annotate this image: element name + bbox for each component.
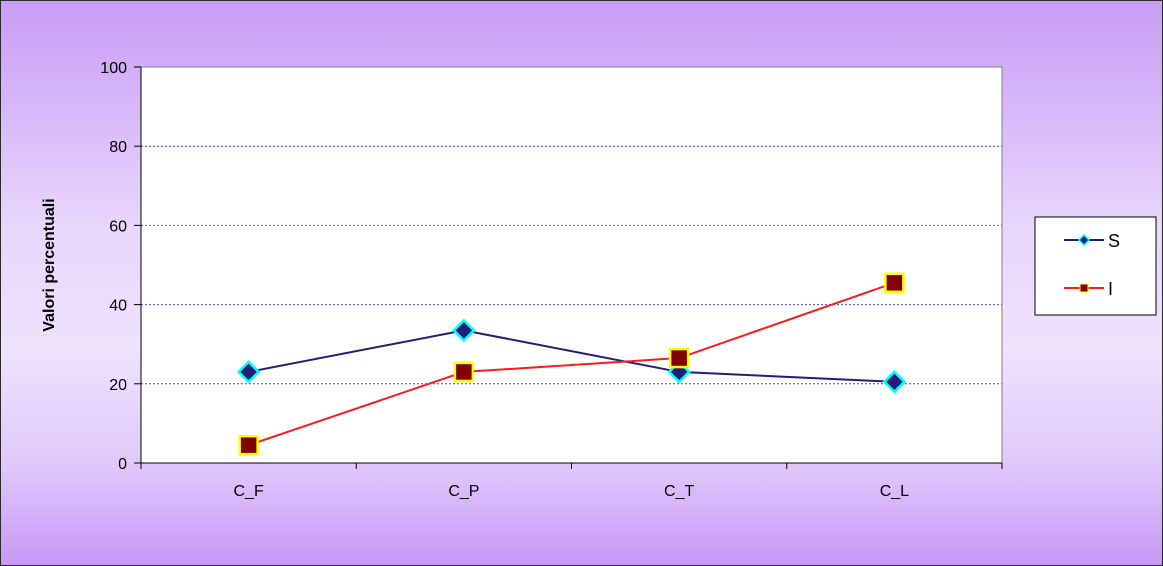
legend: SI xyxy=(1034,216,1157,316)
plot-area xyxy=(140,66,1003,464)
series-I-line xyxy=(248,281,895,447)
series-I-point xyxy=(238,434,259,456)
series-I-point xyxy=(884,272,905,294)
legend-marker xyxy=(1077,233,1091,247)
y-tick-label: 80 xyxy=(109,139,127,156)
series-S-point xyxy=(452,318,476,343)
series-lines xyxy=(236,272,907,456)
y-tick-label: 100 xyxy=(100,60,127,77)
series-I-point xyxy=(453,361,475,383)
x-tick-label: C_L xyxy=(880,483,909,500)
x-tick-label: C_P xyxy=(448,483,479,500)
legend-marker xyxy=(1079,283,1089,293)
y-tick-label: 0 xyxy=(118,456,127,473)
series-S-point xyxy=(882,370,907,394)
gridlines xyxy=(141,145,1002,385)
y-tick-label: 20 xyxy=(109,377,127,394)
y-tick-label: 40 xyxy=(109,298,127,315)
series-I-point xyxy=(668,347,690,369)
legend-label: I xyxy=(1108,279,1113,299)
series-S-line xyxy=(248,329,895,383)
x-tick-label: C_F xyxy=(234,483,264,500)
legend-label: S xyxy=(1108,231,1120,251)
y-axis-title: Valori percentuali xyxy=(41,198,58,331)
series-S-point xyxy=(236,360,261,384)
legend-box xyxy=(1034,216,1157,316)
x-tick-label: C_T xyxy=(664,483,694,500)
axes: 0 20 40 60 80 100 C_F C_P C_T C_L xyxy=(100,60,1003,500)
y-tick-label: 60 xyxy=(109,218,127,235)
